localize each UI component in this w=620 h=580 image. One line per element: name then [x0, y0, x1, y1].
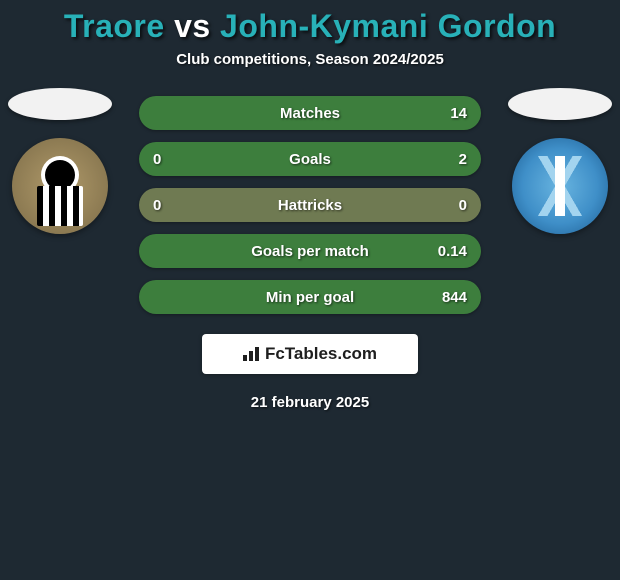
- player-right: [508, 88, 612, 234]
- stat-label: Goals: [289, 151, 331, 168]
- bars-icon: [243, 347, 261, 361]
- brand-text: FcTables.com: [265, 344, 377, 364]
- stat-row: 0 Goals 2: [139, 142, 481, 176]
- stat-left-value: 0: [153, 197, 161, 214]
- player-left: [8, 88, 112, 234]
- stat-label: Matches: [280, 105, 340, 122]
- stat-row: Matches 14: [139, 96, 481, 130]
- stat-right-value: 0.14: [438, 243, 467, 260]
- date: 21 february 2025: [0, 394, 620, 411]
- stat-right-value: 14: [450, 105, 467, 122]
- title-player2: John-Kymani Gordon: [220, 8, 556, 44]
- stat-label: Min per goal: [266, 289, 354, 306]
- club-badge-right: [512, 138, 608, 234]
- stats-list: Matches 14 0 Goals 2 0 Hattricks 0 Goals per mat…: [139, 96, 481, 314]
- avatar-placeholder-left: [8, 88, 112, 120]
- title-player1: Traore: [64, 8, 165, 44]
- stat-right-value: 2: [459, 151, 467, 168]
- stat-right-value: 0: [459, 197, 467, 214]
- avatar-placeholder-right: [508, 88, 612, 120]
- brand-box[interactable]: FcTables.com: [202, 334, 418, 374]
- stat-row: Goals per match 0.14: [139, 234, 481, 268]
- stat-row: 0 Hattricks 0: [139, 188, 481, 222]
- stat-label: Goals per match: [251, 243, 369, 260]
- stat-row: Min per goal 844: [139, 280, 481, 314]
- subtitle: Club competitions, Season 2024/2025: [0, 51, 620, 68]
- club-badge-left: [12, 138, 108, 234]
- comparison-card: Traore vs John-Kymani Gordon Club compet…: [0, 0, 620, 411]
- stat-left-value: 0: [153, 151, 161, 168]
- title: Traore vs John-Kymani Gordon: [0, 8, 620, 45]
- stat-right-value: 844: [442, 289, 467, 306]
- title-vs: vs: [174, 8, 211, 44]
- compare-area: Matches 14 0 Goals 2 0 Hattricks 0 Goals per mat…: [0, 96, 620, 411]
- stat-label: Hattricks: [278, 197, 342, 214]
